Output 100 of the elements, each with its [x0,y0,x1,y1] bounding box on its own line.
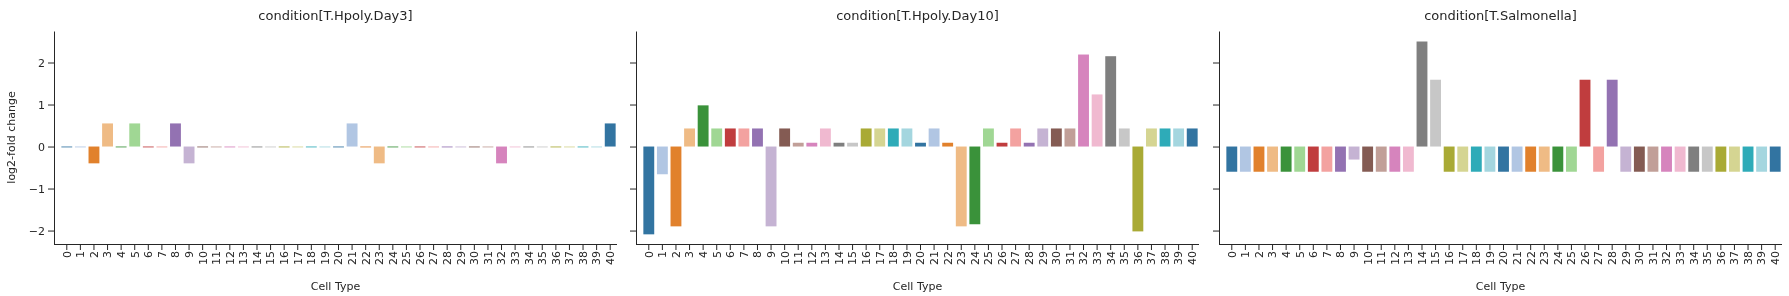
x-tick-label: 1 [656,251,670,258]
x-tick-label: 2 [87,251,101,258]
x-tick-label: 37 [1145,251,1159,265]
bar [969,146,981,225]
x-tick-label: 31 [481,251,495,265]
bar [792,142,804,147]
x-tick-label: 13 [1402,251,1416,265]
x-tick-label: 36 [549,251,563,265]
x-tick-label: 34 [522,251,536,265]
bar [1091,94,1103,147]
x-tick-label: 36 [1131,251,1145,265]
x-tick-label: 8 [1334,251,1348,258]
x-tick-label: 19 [900,251,914,265]
x-tick-label: 2 [669,251,683,258]
x-tick-label: 15 [846,251,860,265]
bar [955,146,967,227]
bar [1037,128,1049,147]
x-tick-label: 28 [1606,251,1620,265]
bar [643,146,655,235]
x-tick-label: 40 [1186,251,1200,265]
x-tick-label: 29 [1036,251,1050,265]
x-tick-label: 32 [1077,251,1091,265]
x-tick-label: 6 [1307,251,1321,258]
x-tick-label: 12 [1388,251,1402,265]
x-tick-label: 9 [764,251,778,258]
x-tick-label: 16 [1443,251,1457,265]
bar [752,128,763,147]
x-tick-label: 25 [982,251,996,265]
bar [779,128,791,147]
x-tick-label: 28 [1023,251,1037,265]
x-tick-label: 34 [1104,251,1118,265]
x-tick-label: 36 [1714,251,1728,265]
x-tick-label: 27 [1009,251,1023,265]
chart-title: condition[T.Hpoly.Day3] [258,8,413,23]
bar [1064,128,1076,147]
bar [874,128,886,147]
x-tick-label: 39 [1755,251,1769,265]
x-tick-label: 11 [1375,251,1389,265]
bar [1132,146,1144,232]
bar [1023,142,1035,147]
x-tick-label: 26 [1578,251,1592,265]
x-tick-label: 30 [1050,251,1064,265]
x-tick-label: 25 [1565,251,1579,265]
x-tick-label: 23 [1538,251,1552,265]
chart-title: condition[T.Salmonella] [1424,8,1577,23]
x-tick-label: 26 [995,251,1009,265]
bar [1010,128,1022,147]
bar [819,128,831,147]
x-tick-label: 31 [1063,251,1077,265]
x-tick-label: 24 [1551,251,1565,265]
x-tick-label: 22 [1524,251,1538,265]
bar [1159,128,1171,147]
bar [915,142,926,147]
x-tick-label: 30 [1633,251,1647,265]
x-tick-label: 24 [968,251,982,265]
x-tick-label: 1 [74,251,88,258]
x-tick-label: 11 [792,251,806,265]
x-tick-label: 14 [1415,251,1429,265]
bar [1118,128,1130,147]
x-tick-label: 4 [696,251,710,258]
x-tick-label: 26 [413,251,427,265]
x-tick-label: 19 [318,251,332,265]
x-tick-label: 29 [454,251,468,265]
x-tick-label: 21 [927,251,941,265]
x-tick-label: 3 [1266,251,1280,258]
x-tick-label: 0 [642,251,656,258]
x-tick-label: 14 [250,251,264,265]
x-tick-label: 22 [941,251,955,265]
x-axis-title: Cell Type [892,280,943,293]
x-tick-label: 12 [805,251,819,265]
x-tick-label: 14 [832,251,846,265]
x-tick-label: 2 [1252,251,1266,258]
x-tick-label: 33 [1090,251,1104,265]
x-tick-label: 18 [305,251,319,265]
bar [860,128,872,147]
x-tick-label: 5 [710,251,724,258]
x-tick-label: 12 [223,251,237,265]
x-tick-label: 24 [386,251,400,265]
x-tick-label: 6 [142,251,156,258]
x-tick-label: 38 [1158,251,1172,265]
y-tick-label: −1 [28,182,45,196]
x-tick-label: 7 [737,251,751,258]
x-tick-label: 3 [683,251,697,258]
x-tick-label: 21 [345,251,359,265]
x-tick-label: 39 [590,251,604,265]
x-tick-label: 35 [1701,251,1715,265]
x-tick-label: 4 [1279,251,1293,258]
x-tick-label: 0 [60,251,74,258]
x-tick-label: 6 [724,251,738,258]
y-tick-label: 2 [38,56,45,70]
bar [1105,56,1117,147]
x-tick-label: 7 [155,251,169,258]
x-tick-label: 23 [955,251,969,265]
x-tick-label: 17 [1456,251,1470,265]
bar [806,142,818,147]
x-tick-label: 28 [441,251,455,265]
x-tick-label: 13 [237,251,251,265]
x-tick-label: 18 [1470,251,1484,265]
x-tick-label: 5 [128,251,142,258]
bar [697,105,709,147]
